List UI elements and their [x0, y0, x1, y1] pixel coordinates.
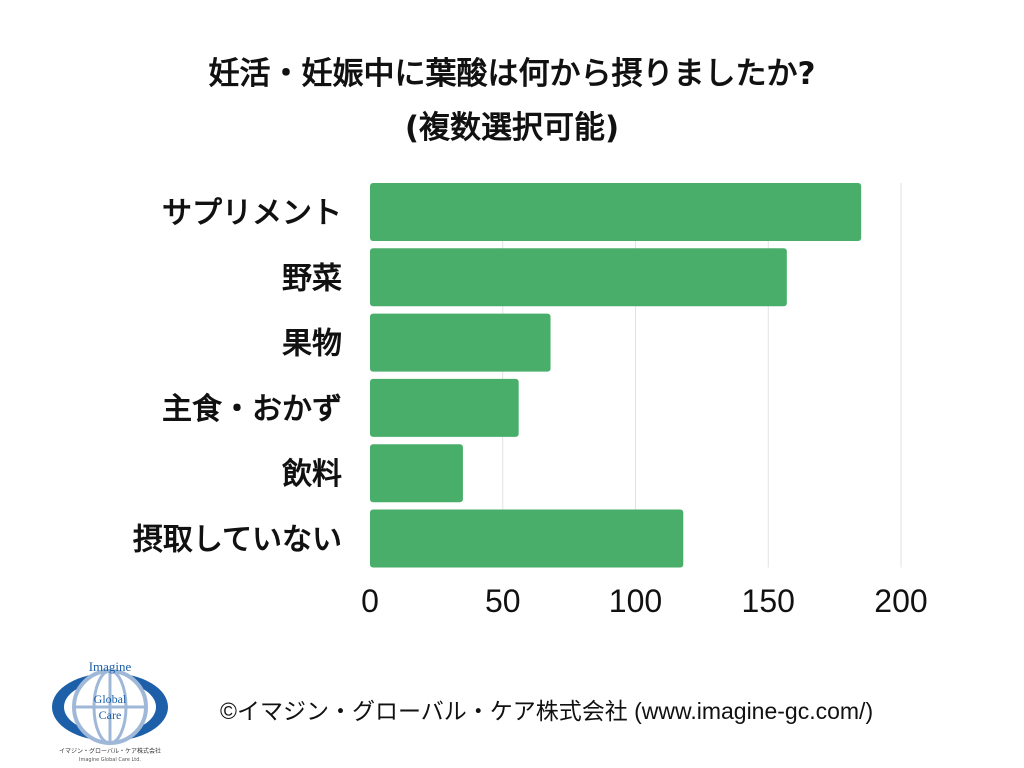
bar-2 — [370, 313, 551, 372]
svg-text:Care: Care — [99, 708, 122, 722]
chart-title: 妊活・妊娠中に葉酸は何から摂りましたか? — [208, 56, 816, 92]
category-label: 飲料 — [282, 457, 342, 492]
category-label: 野菜 — [282, 261, 342, 296]
category-label: 主食・おかず — [162, 392, 342, 427]
bar-4 — [370, 444, 463, 503]
category-label: 摂取していない — [133, 523, 342, 558]
x-tick-label: 200 — [874, 583, 927, 619]
category-label: サプリメント — [162, 196, 342, 231]
svg-text:Imagine Global Care Ltd.: Imagine Global Care Ltd. — [79, 757, 141, 763]
x-tick-label: 100 — [609, 583, 662, 619]
bar-3 — [370, 378, 519, 437]
svg-text:Imagine: Imagine — [89, 659, 132, 674]
copyright-footer: ©イマジン・グローバル・ケア株式会社 (www.imagine-gc.com/) — [220, 698, 874, 724]
bar-0 — [370, 183, 862, 241]
category-label: 果物 — [282, 327, 342, 362]
x-tick-label: 50 — [485, 583, 521, 619]
x-tick-label: 0 — [361, 583, 379, 619]
chart-subtitle: (複数選択可能) — [404, 110, 620, 146]
svg-text:Global: Global — [94, 692, 127, 706]
x-tick-label: 150 — [742, 583, 795, 619]
bar-5 — [370, 509, 684, 568]
svg-text:イマジン・グローバル・ケア株式会社: イマジン・グローバル・ケア株式会社 — [59, 747, 161, 755]
bar-1 — [370, 248, 787, 307]
company-logo: Imagine Global Care イマジン・グローバル・ケア株式会社 Im… — [52, 659, 168, 763]
